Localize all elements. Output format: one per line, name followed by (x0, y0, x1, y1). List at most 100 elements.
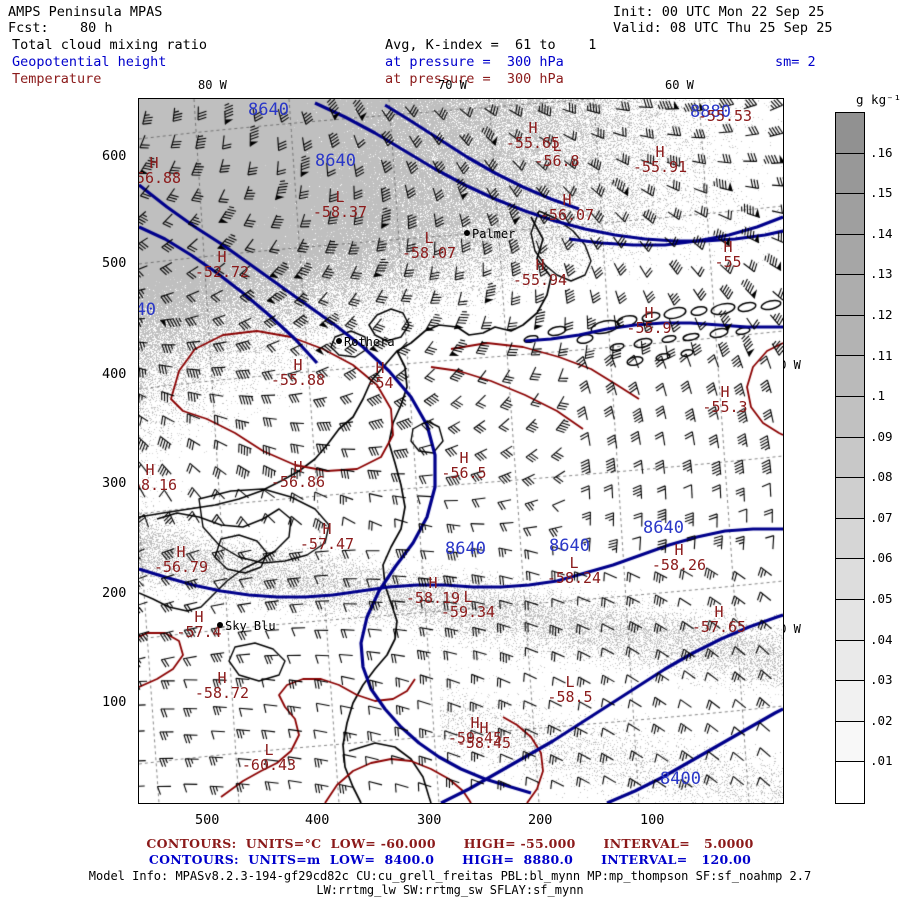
x-tick-300: 300 (417, 812, 442, 828)
colorbar-segment (836, 721, 864, 763)
contour-value: -59.34 (440, 603, 496, 621)
geopotential-contour-label: 8880 (690, 104, 750, 121)
colorbar-tick-label: .14 (870, 225, 893, 241)
footer-geopotential-contours: CONTOURS: UNITS=m LOW= 8400.0 HIGH= 8880… (148, 852, 752, 867)
field-cloud-mixing-ratio: Total cloud mixing ratio (12, 37, 208, 53)
footer-physics-info: LW:rrtmg_lw SW:rrtmg_sw SFLAY:sf_mynn (316, 883, 584, 897)
y-tick-100: 100 (102, 694, 127, 710)
extremum-marker: L (552, 137, 562, 155)
contour-value: 8640 (549, 536, 590, 556)
extremum-marker: H (470, 714, 480, 732)
colorbar-tick-label: .12 (870, 306, 893, 322)
extremum-marker: H (194, 608, 204, 626)
station-marker[interactable] (336, 338, 342, 344)
y-tick-400: 400 (102, 366, 127, 382)
extremum-marker: H (655, 143, 665, 161)
contour-value: -58.07 (401, 244, 457, 262)
extremum-marker: H (528, 119, 538, 137)
weather-map-canvas (139, 99, 783, 803)
colorbar-tick-label: .09 (870, 428, 893, 444)
colorbar-segment (836, 275, 864, 316)
contour-value: 8640 (445, 539, 486, 559)
y-tick-600: 600 (102, 148, 127, 164)
contour-value: -56.8 (534, 152, 580, 170)
contour-value: -55.94 (512, 271, 568, 289)
extremum-marker: H (217, 248, 227, 266)
y-tick-200: 200 (102, 585, 127, 601)
contour-value: -57.65 (691, 618, 747, 636)
temperature-contour-label: H -55.3 (695, 385, 755, 415)
temperature-contour-label: H -58.26 (649, 543, 709, 573)
colorbar-segment (836, 113, 864, 154)
temperature-contour-label: -55.53 (695, 109, 755, 124)
colorbar-segment (836, 518, 864, 560)
temperature-contour-label: L -56.8 (527, 139, 587, 169)
geopotential-contour-label: 8440 (139, 300, 175, 320)
colorbar-segment (836, 640, 864, 682)
extremum-marker: H (293, 356, 303, 374)
y-tick-300: 300 (102, 475, 127, 491)
x-tick-500: 500 (195, 812, 220, 828)
extremum-marker: L (424, 229, 434, 247)
temperature-contour-label: H-58.16 (139, 463, 180, 494)
temperature-contour-label: H -55.91 (630, 145, 690, 175)
extremum-marker: H (428, 574, 438, 592)
geopotential-contour-label: 8640 (248, 102, 308, 119)
colorbar-tick-label: .05 (870, 591, 893, 607)
colorbar-segment (836, 599, 864, 641)
colorbar-tick-label: .01 (870, 753, 893, 769)
footer-temperature-contours: CONTOURS: UNITS=°C LOW= -60.000 HIGH= -5… (146, 836, 754, 851)
contour-value: -55.88 (270, 371, 326, 389)
extremum-marker: H (720, 383, 730, 401)
temperature-contour-label: L -58.5 (540, 675, 600, 705)
station-marker[interactable] (217, 622, 223, 628)
contour-value: -58.72 (194, 684, 250, 702)
extremum-marker: L (264, 741, 274, 759)
extremum-marker: L (335, 188, 345, 206)
contour-value: -58.45 (456, 734, 512, 752)
colorbar-tick-label: .04 (870, 631, 893, 647)
station-marker[interactable] (464, 230, 470, 236)
avg-k-index: Avg, K-index = 61 to 1 (385, 37, 597, 53)
extremum-marker: H (176, 543, 186, 561)
colorbar-tick-label: .07 (870, 509, 893, 525)
contour-value: -58.16 (139, 476, 178, 494)
page-title: AMPS Peninsula MPAS (8, 4, 163, 20)
contour-value: -60.43 (241, 756, 297, 774)
geopotential-contour-label: 8400 (660, 771, 720, 788)
contour-value: -55.53 (697, 107, 753, 125)
geopotential-contour-label: 8640 (445, 539, 505, 559)
contour-value: -55 (714, 253, 742, 271)
contour-value: -56.86 (270, 473, 326, 491)
x-tick-100: 100 (640, 812, 665, 828)
contour-value: -55.3 (702, 398, 748, 416)
contour-value: -58.19 (405, 589, 461, 607)
x-tick-200: 200 (528, 812, 553, 828)
contour-value: 8640 (643, 518, 684, 538)
colorbar-segment (836, 315, 864, 357)
contour-value: -55.91 (632, 158, 688, 176)
extremum-marker: H (375, 359, 385, 377)
extremum-marker: H (293, 458, 303, 476)
contour-value: -55.65 (505, 134, 561, 152)
colorbar[interactable] (835, 112, 865, 804)
colorbar-segment (836, 762, 864, 803)
footer-model-info: Model Info: MPASv8.2.3-194-gf29cd82c CU:… (88, 869, 812, 883)
map-plot-area[interactable]: H-56.88H-52.72L-56.8L-58.37L-58.07H-55.6… (138, 98, 784, 804)
extremum-marker: L (569, 554, 579, 572)
extremum-marker: H (644, 304, 654, 322)
extremum-marker: L (565, 673, 575, 691)
colorbar-tick-label: .15 (870, 185, 893, 201)
temperature-contour-label: H -55.65 (503, 121, 563, 151)
colorbar-tick-label: .08 (870, 469, 893, 485)
colorbar-segment (836, 559, 864, 600)
forecast-value: 80 h (80, 20, 113, 36)
temperature-contour-label: L -60.43 (239, 743, 299, 773)
temperature-contour-label: H -56.79 (151, 545, 211, 575)
contour-value: 8440 (139, 300, 156, 320)
colorbar-segment (836, 194, 864, 235)
colorbar-tick-label: .1 (870, 388, 886, 404)
temperature-contour-label: L -58.07 (399, 231, 459, 261)
station-label: Palmer (472, 227, 516, 241)
contour-value: -52.72 (194, 263, 250, 281)
